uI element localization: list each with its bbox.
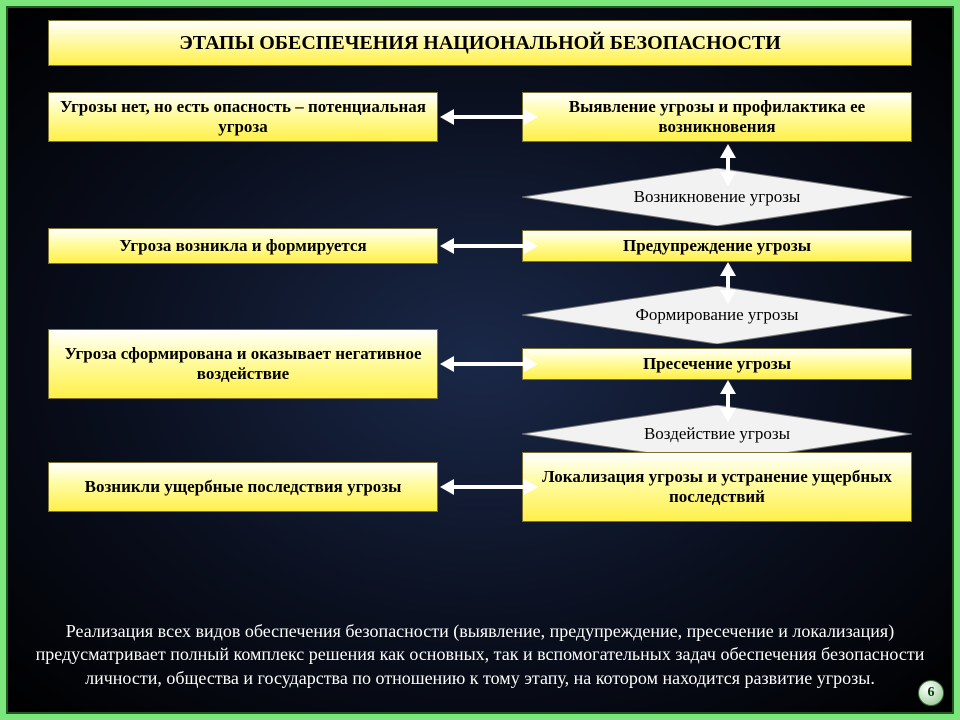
state-text: Локализация угрозы и устранение ущербных… [533,467,901,508]
diamond-label: Возникновение угрозы [522,168,912,226]
h-arrow-4 [452,485,526,489]
diamond-1: Возникновение угрозы [522,168,912,226]
v-arrow-3 [726,392,730,410]
v-arrow-2 [726,274,730,292]
v-arrow-1 [726,156,730,174]
slide-title: ЭТАПЫ ОБЕСПЕЧЕНИЯ НАЦИОНАЛЬНОЙ БЕЗОПАСНО… [48,20,912,66]
state-box-right-3: Пресечение угрозы [522,348,912,380]
state-box-right-1: Выявление угрозы и профилактика ее возни… [522,92,912,142]
h-arrow-3 [452,362,526,366]
state-text: Угроза сформирована и оказывает негативн… [59,344,427,385]
state-box-left-1: Угрозы нет, но есть опасность – потенциа… [48,92,438,142]
page-number: 6 [928,685,935,701]
state-box-left-4: Возникли ущербные последствия угрозы [48,462,438,512]
h-arrow-1 [452,115,526,119]
state-text: Предупреждение угрозы [623,236,811,256]
slide-title-text: ЭТАПЫ ОБЕСПЕЧЕНИЯ НАЦИОНАЛЬНОЙ БЕЗОПАСНО… [179,32,781,55]
state-box-left-2: Угроза возникла и формируется [48,228,438,264]
diamond-2: Формирование угрозы [522,286,912,344]
state-text: Выявление угрозы и профилактика ее возни… [533,97,901,138]
state-box-right-2: Предупреждение угрозы [522,230,912,262]
slide-frame: ЭТАПЫ ОБЕСПЕЧЕНИЯ НАЦИОНАЛЬНОЙ БЕЗОПАСНО… [0,0,960,720]
state-box-left-3: Угроза сформирована и оказывает негативн… [48,329,438,399]
state-text: Угрозы нет, но есть опасность – потенциа… [59,97,427,138]
footer-paragraph: Реализация всех видов обеспечения безопа… [28,620,932,690]
state-text: Пресечение угрозы [643,354,791,374]
h-arrow-2 [452,244,526,248]
slide-canvas: ЭТАПЫ ОБЕСПЕЧЕНИЯ НАЦИОНАЛЬНОЙ БЕЗОПАСНО… [6,6,954,714]
diamond-label: Формирование угрозы [522,286,912,344]
state-text: Угроза возникла и формируется [119,236,366,256]
page-number-badge: 6 [918,680,944,706]
state-text: Возникли ущербные последствия угрозы [85,477,402,497]
state-box-right-4: Локализация угрозы и устранение ущербных… [522,452,912,522]
